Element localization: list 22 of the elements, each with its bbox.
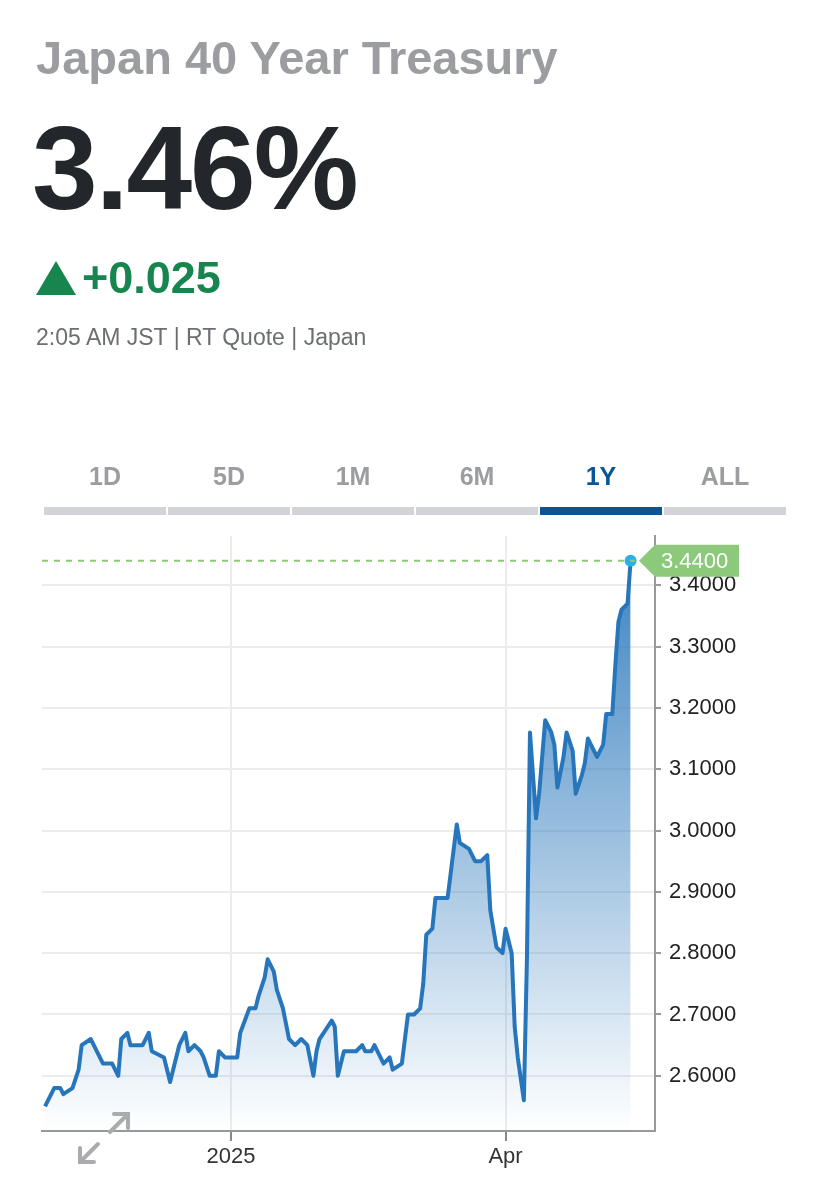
text: 1D (44, 462, 166, 515)
text: 5D (168, 462, 290, 515)
y-tick-label: 2.8000 (669, 939, 737, 965)
y-tick-label: 2.7000 (669, 1000, 737, 1026)
y-tick-label: 3.1000 (669, 755, 737, 781)
text: 1Y (540, 462, 662, 515)
text: +0.025 (82, 252, 221, 304)
x-tick-label: Apr (488, 1143, 523, 1169)
y-tick-label: 2.6000 (669, 1061, 737, 1087)
y-tick-label: 3.0000 (669, 816, 737, 842)
y-tick-label: 3.2000 (669, 693, 737, 719)
text: 1M (292, 462, 414, 515)
x-tick-label: 2025 (206, 1143, 256, 1169)
text: ALL (664, 462, 786, 515)
chart-subtitle: 3.46% (32, 101, 357, 236)
y-tick-label: 2.9000 (669, 877, 737, 903)
text: 2:05 AM JST | RT Quote | Japan (36, 324, 367, 351)
y-tick-label: 3.4000 (669, 571, 737, 597)
text: 6M (416, 462, 538, 515)
ref-line-label: 3.4400 (661, 547, 729, 573)
chart-title: Japan 40 Year Treasury (36, 30, 558, 85)
y-tick-label: 3.3000 (669, 632, 737, 658)
